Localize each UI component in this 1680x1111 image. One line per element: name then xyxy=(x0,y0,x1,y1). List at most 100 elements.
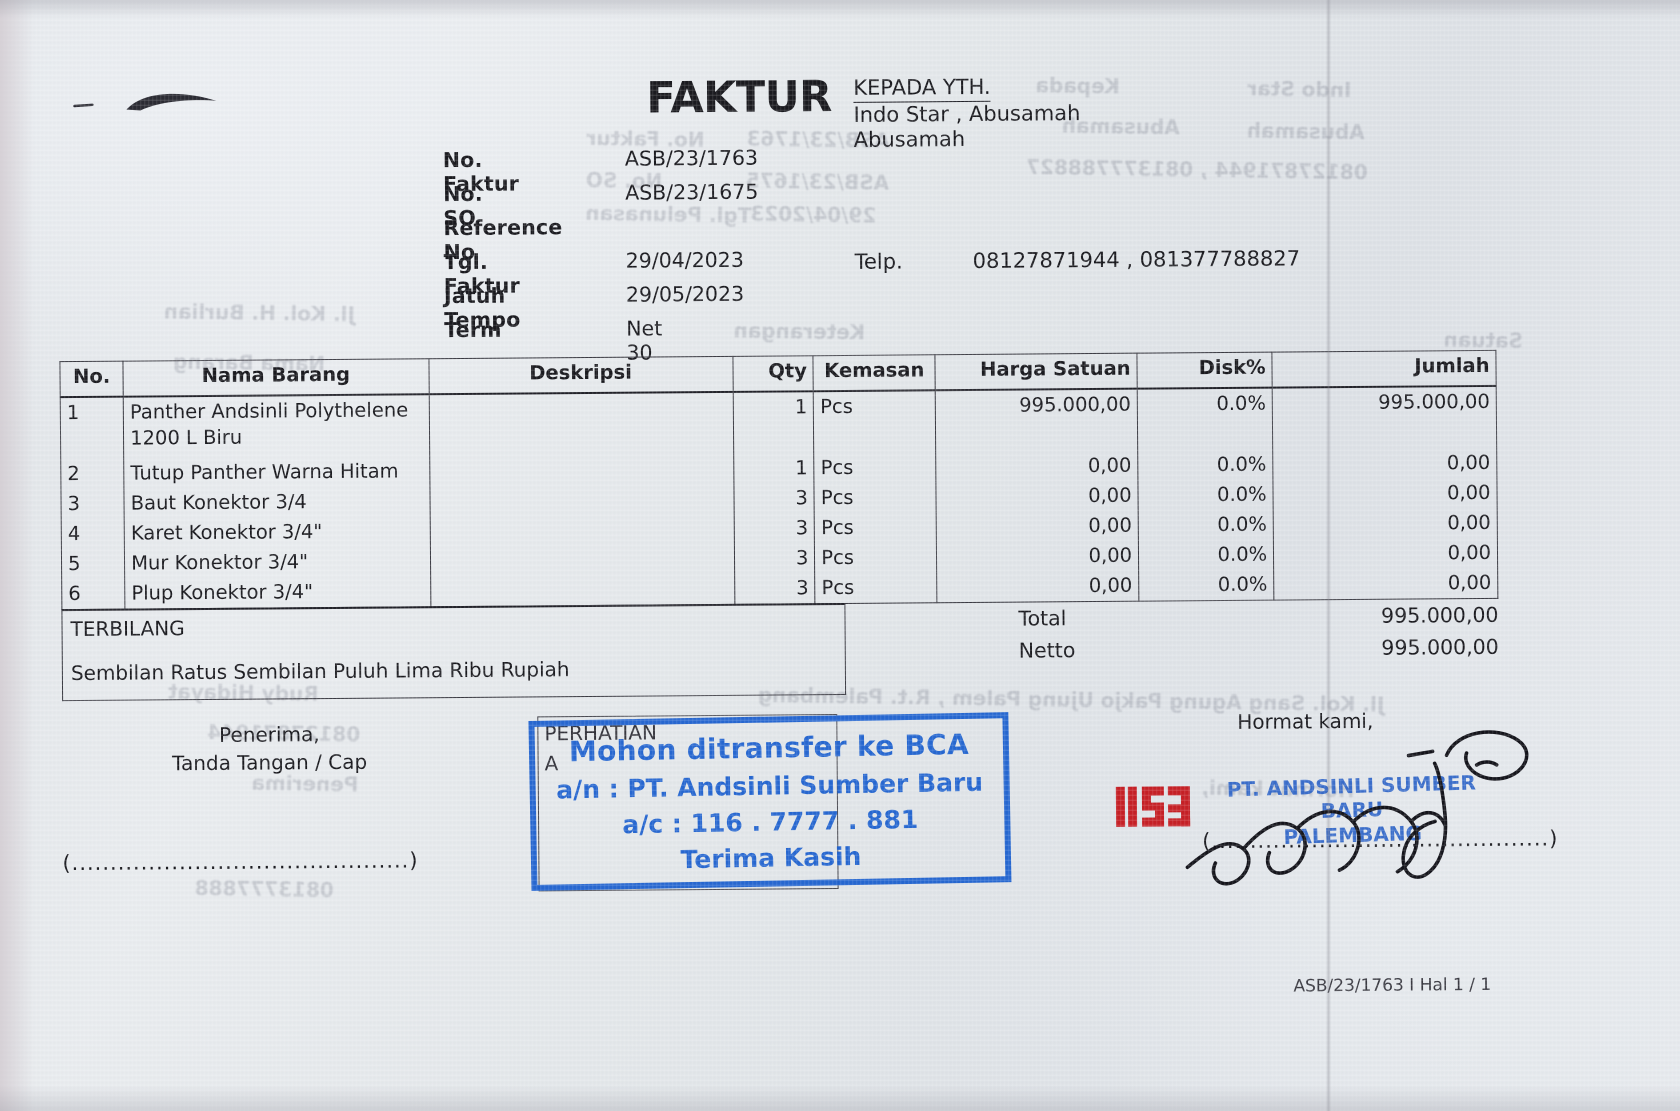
penerima-line2: Tanda Tangan / Cap xyxy=(172,749,368,776)
cell-harga: 0,00 xyxy=(936,570,1139,603)
cell-deskripsi xyxy=(429,513,734,547)
cell-qty: 3 xyxy=(733,513,815,544)
hormat-label: Hormat kami, xyxy=(1237,708,1374,734)
cell-nama: Plup Konektor 3/4" xyxy=(124,576,431,610)
cell-no: 2 xyxy=(60,458,125,490)
terbilang-label: TERBILANG xyxy=(70,616,185,642)
cell-qty: 3 xyxy=(733,483,815,514)
totals-block: Total 995.000,00 Netto 995.000,00 xyxy=(1000,603,1498,671)
col-qty: Qty xyxy=(732,355,814,392)
cell-no: 3 xyxy=(60,488,125,520)
cell-disk: 0.0% xyxy=(1137,387,1273,451)
field-value: 29/05/2023 xyxy=(625,281,745,307)
col-harga: Harga Satuan xyxy=(935,353,1138,391)
telp-label: Telp. xyxy=(854,249,903,274)
company-logo-icon xyxy=(1115,786,1191,827)
col-no: No. xyxy=(59,361,124,398)
cell-nama: Mur Konektor 3/4" xyxy=(124,546,431,579)
cell-disk: 0.0% xyxy=(1137,479,1274,511)
cell-nama: Baut Konektor 3/4 xyxy=(124,486,430,519)
recipient-address: Abusamah xyxy=(853,126,966,152)
header-fields: No. Faktur ASB/23/1763 No. SO ASB/23/167… xyxy=(443,146,759,365)
penerima-line1: Penerima, xyxy=(219,722,320,747)
penerima-signature-line: (.......................................… xyxy=(62,848,419,876)
company-stamp: PT. ANDSINLI SUMBER BARU PALEMBANG xyxy=(1201,770,1503,852)
terbilang-box: TERBILANG Sembilan Ratus Sembilan Puluh … xyxy=(61,602,847,702)
cell-kemasan: Pcs xyxy=(814,572,937,604)
cell-harga: 995.000,00 xyxy=(935,388,1138,453)
stamp-line-4: Terima Kasih xyxy=(680,841,862,875)
item-name-line1: Panther Andsinli Polythelene xyxy=(129,398,409,424)
netto-row: Netto 995.000,00 xyxy=(1001,635,1499,663)
cell-disk: 0.0% xyxy=(1138,509,1274,541)
recipient-label: KEPADA YTH. xyxy=(853,74,991,103)
recipient-telp-row: Telp. 08127871944 , 081377788827 xyxy=(854,246,1301,274)
field-value: 29/04/2023 xyxy=(625,247,744,273)
field-value: ASB/23/1763 xyxy=(624,145,759,171)
cell-kemasan: Pcs xyxy=(814,512,937,544)
cell-disk: 0.0% xyxy=(1137,449,1274,481)
bank-transfer-stamp: Mohon ditransfer ke BCA a/n : PT. Andsin… xyxy=(528,712,1012,891)
cell-jumlah: 0,00 xyxy=(1272,447,1497,480)
cell-deskripsi xyxy=(429,543,735,577)
page-title: FAKTUR xyxy=(646,72,833,124)
company-stamp-line1: PT. ANDSINLI SUMBER BARU xyxy=(1226,770,1477,824)
col-deskripsi: Deskripsi xyxy=(428,356,733,395)
cell-disk: 0.0% xyxy=(1138,539,1274,571)
cell-nama: Tutup Panther Warna Hitam xyxy=(123,456,430,489)
cell-jumlah: 995.000,00 xyxy=(1272,385,1497,450)
cell-harga: 0,00 xyxy=(936,480,1139,513)
cell-qty: 1 xyxy=(733,453,815,484)
cell-no: 6 xyxy=(61,578,126,610)
cell-qty: 1 xyxy=(732,391,815,454)
table-row: 1 Panther Andsinli Polythelene 1200 L Bi… xyxy=(60,385,1497,460)
footer-document-code: ASB/23/1763 I Hal 1 / 1 xyxy=(1293,974,1492,997)
col-kemasan: Kemasan xyxy=(813,354,936,392)
recipient-name: Indo Star , Abusamah xyxy=(853,100,1081,127)
cell-disk: 0.0% xyxy=(1138,569,1274,602)
cell-jumlah: 0,00 xyxy=(1273,477,1498,510)
penerima-block: Penerima, Tanda Tangan / Cap xyxy=(119,719,419,777)
cell-kemasan: Pcs xyxy=(813,390,936,454)
stamp-line-1: Mohon ditransfer ke BCA xyxy=(568,727,970,769)
telp-value: 08127871944 , 081377788827 xyxy=(972,246,1301,273)
line-items-table: No. Nama Barang Deskripsi Qty Kemasan Ha… xyxy=(59,350,1498,610)
netto-label: Netto xyxy=(1018,638,1076,663)
terbilang-text: Sembilan Ratus Sembilan Puluh Lima Ribu … xyxy=(70,657,570,686)
cell-nama: Panther Andsinli Polythelene 1200 L Biru xyxy=(123,394,430,459)
total-value: 995.000,00 xyxy=(1381,602,1499,628)
cell-kemasan: Pcs xyxy=(814,482,937,514)
cell-deskripsi xyxy=(428,391,734,457)
cell-no: 1 xyxy=(60,396,124,460)
col-nama: Nama Barang xyxy=(123,358,429,397)
cell-jumlah: 0,00 xyxy=(1273,567,1498,601)
recipient-block: KEPADA YTH. Indo Star , Abusamah Abusama… xyxy=(853,72,1324,152)
cell-deskripsi xyxy=(429,453,734,487)
cell-harga: 0,00 xyxy=(936,540,1139,573)
netto-value: 995.000,00 xyxy=(1381,634,1499,660)
cell-nama: Karet Konektor 3/4" xyxy=(124,516,430,549)
field-label: Term xyxy=(444,317,502,343)
stamp-line-3: a/c : 116 . 7777 . 881 xyxy=(622,804,919,840)
total-label: Total xyxy=(1018,606,1067,631)
stamp-line-2: a/n : PT. Andsinli Sumber Baru xyxy=(555,767,984,805)
pen-scribble-mark xyxy=(73,93,217,111)
col-jumlah: Jumlah xyxy=(1272,350,1497,388)
total-row: Total 995.000,00 xyxy=(1000,603,1498,631)
cell-no: 4 xyxy=(61,518,125,550)
col-disk: Disk% xyxy=(1136,352,1273,389)
cell-kemasan: Pcs xyxy=(814,542,937,574)
cell-deskripsi xyxy=(430,573,735,607)
item-name-line2: 1200 L Biru xyxy=(130,425,243,450)
cell-no: 5 xyxy=(61,548,125,580)
cell-jumlah: 0,00 xyxy=(1273,537,1498,570)
cell-qty: 3 xyxy=(733,543,815,574)
field-value: ASB/23/1675 xyxy=(625,179,759,205)
cell-qty: 3 xyxy=(734,573,816,605)
cell-deskripsi xyxy=(429,483,734,517)
cell-kemasan: Pcs xyxy=(814,452,937,484)
cell-harga: 0,00 xyxy=(935,450,1138,483)
cell-jumlah: 0,00 xyxy=(1273,507,1498,540)
